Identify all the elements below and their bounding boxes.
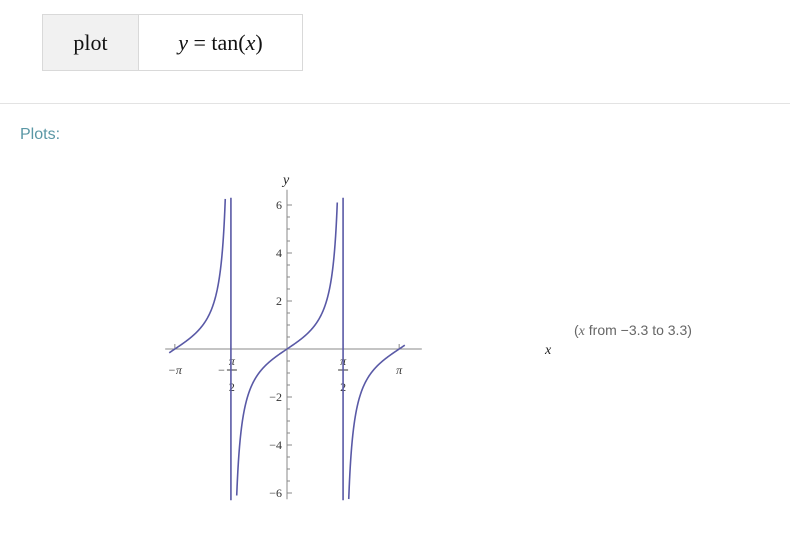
x-tick-label: −π [168, 363, 183, 377]
tan-curve-branch [347, 344, 406, 500]
svg-text:π: π [229, 354, 236, 368]
svg-text:−: − [218, 363, 225, 377]
tan-curve-branch [235, 202, 339, 496]
expression-cell: y = tan(x) [139, 15, 302, 70]
x-range-note: (x from −3.3 to 3.3) [574, 322, 692, 339]
y-tick-label: −2 [269, 390, 282, 404]
query-input-box[interactable]: plot y = tan(x) [42, 14, 303, 71]
expression-lhs: y [178, 29, 189, 55]
plots-section-title: Plots: [20, 126, 61, 143]
command-cell: plot [43, 15, 139, 70]
section-divider [0, 103, 790, 104]
x-axis-label: x [544, 343, 552, 358]
y-tick-label: −4 [269, 438, 282, 452]
svg-text:2: 2 [229, 380, 235, 394]
expression-eq: = tan( [188, 29, 246, 55]
y-tick-label: −6 [269, 486, 282, 500]
y-axis-label: y [281, 173, 290, 188]
tan-curve-branch [168, 198, 227, 354]
x-tick-label: π [396, 363, 403, 377]
y-tick-label: 6 [276, 198, 282, 212]
expression-close: ) [255, 29, 263, 55]
expression-var: x [245, 29, 256, 55]
x-tick-label: π 2− [218, 354, 237, 394]
y-tick-label: 4 [276, 246, 282, 260]
command-label: plot [73, 29, 108, 55]
y-tick-label: 2 [276, 294, 282, 308]
